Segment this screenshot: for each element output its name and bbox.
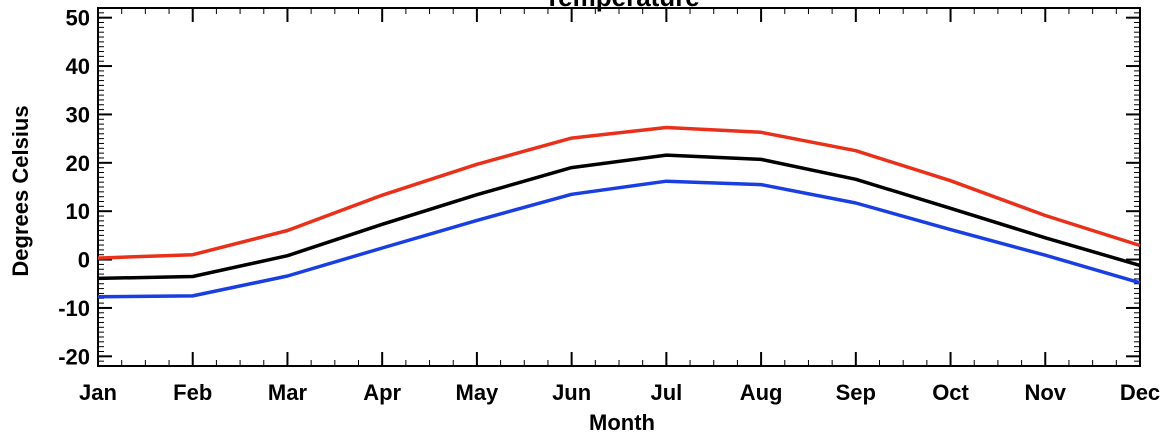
axes [97,7,1141,367]
x-tick-label: Jul [650,380,682,405]
x-tick-label: May [456,380,500,405]
x-tick-label: Aug [740,380,783,405]
y-tick-label: 10 [66,199,90,224]
series-line-3 [97,179,1141,299]
x-tick-label: Oct [932,380,969,405]
y-tick-label: 20 [66,151,90,176]
y-tick-label: 0 [78,248,90,273]
x-tick-label: Mar [268,380,308,405]
chart-title: Temperature [544,0,700,12]
y-tick-label: -10 [58,296,90,321]
y-tick-label: 50 [66,6,90,31]
x-tick-label: Jan [79,380,117,405]
y-axis-label: Degrees Celsius [8,105,33,276]
x-tick-label: Sep [836,380,876,405]
x-tick-label: Apr [363,380,401,405]
y-tick-label: -20 [58,344,90,369]
y-tick-label: 30 [66,102,90,127]
chart-labels: Temperature Month Degrees Celsius -20 -10… [8,0,1160,435]
x-tick-label: Feb [173,380,212,405]
x-tick-label: Dec [1120,380,1160,405]
x-tick-label: Jun [552,380,591,405]
x-tick-label: Nov [1024,380,1066,405]
y-tick-label: 40 [66,54,90,79]
x-axis-label: Month [589,410,655,435]
series-line-1 [97,125,1141,260]
series-lines [97,125,1141,299]
series-line-2 [97,153,1141,281]
